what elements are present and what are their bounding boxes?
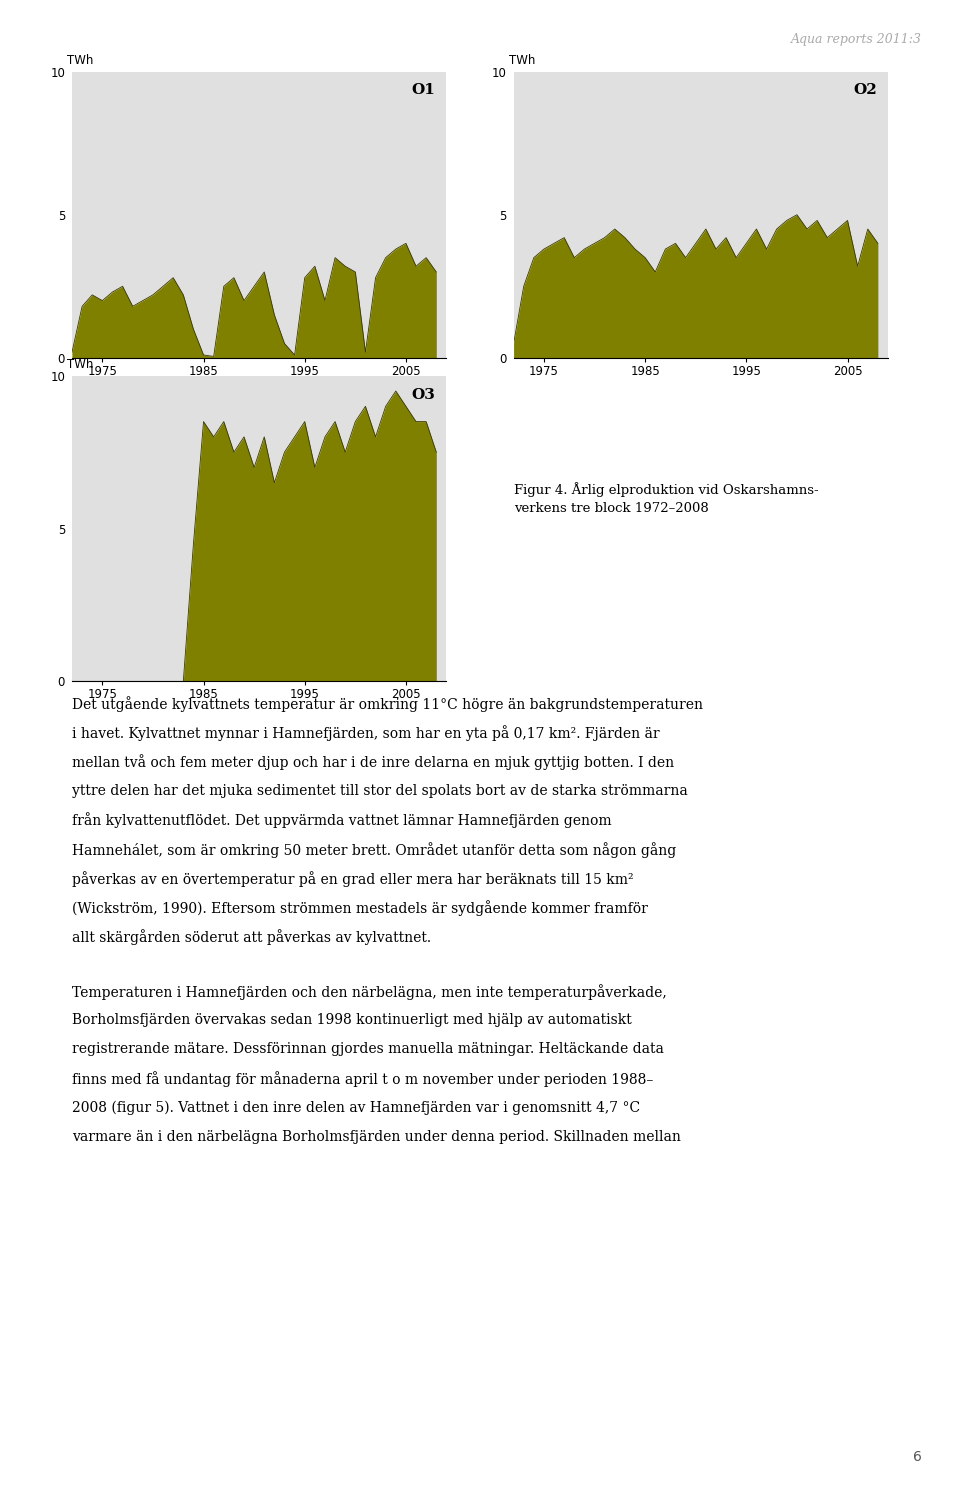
Text: i havet. Kylvattnet mynnar i Hamnefjärden, som har en yta på 0,17 km². Fjärden ä: i havet. Kylvattnet mynnar i Hamnefjärde… (72, 725, 660, 741)
Text: Borholmsfjärden övervakas sedan 1998 kontinuerligt med hjälp av automatiskt: Borholmsfjärden övervakas sedan 1998 kon… (72, 1014, 632, 1027)
Text: O3: O3 (411, 388, 435, 403)
Text: allt skärgården söderut att påverkas av kylvattnet.: allt skärgården söderut att påverkas av … (72, 929, 431, 945)
Text: från kylvattenutflödet. Det uppvärmda vattnet lämnar Hamnefjärden genom: från kylvattenutflödet. Det uppvärmda va… (72, 813, 612, 829)
Text: registrerande mätare. Dessförinnan gjordes manuella mätningar. Heltäckande data: registrerande mätare. Dessförinnan gjord… (72, 1042, 664, 1056)
Text: yttre delen har det mjuka sedimentet till stor del spolats bort av de starka str: yttre delen har det mjuka sedimentet til… (72, 784, 687, 798)
Text: 2008 (figur 5). Vattnet i den inre delen av Hamnefjärden var i genomsnitt 4,7 °C: 2008 (figur 5). Vattnet i den inre delen… (72, 1100, 640, 1115)
Text: TWh: TWh (67, 358, 93, 371)
Text: påverkas av en övertemperatur på en grad eller mera har beräknats till 15 km²: påverkas av en övertemperatur på en grad… (72, 871, 634, 887)
Text: (Wickström, 1990). Eftersom strömmen mestadels är sydgående kommer framför: (Wickström, 1990). Eftersom strömmen mes… (72, 901, 648, 915)
Text: TWh: TWh (509, 54, 535, 67)
Text: O2: O2 (853, 83, 876, 97)
Text: Hamnehálet, som är omkring 50 meter brett. Området utanför detta som någon gång: Hamnehálet, som är omkring 50 meter bret… (72, 841, 676, 857)
Text: Aqua reports 2011:3: Aqua reports 2011:3 (791, 33, 922, 46)
Text: Det utgående kylvattnets temperatur är omkring 11°C högre än bakgrundstemperatur: Det utgående kylvattnets temperatur är o… (72, 696, 703, 713)
Text: TWh: TWh (67, 54, 93, 67)
Text: mellan två och fem meter djup och har i de inre delarna en mjuk gyttjig botten. : mellan två och fem meter djup och har i … (72, 754, 674, 771)
Text: Temperaturen i Hamnefjärden och den närbelägna, men inte temperaturpåverkade,: Temperaturen i Hamnefjärden och den närb… (72, 984, 667, 1000)
Text: varmare än i den närbelägna Borholmsfjärden under denna period. Skillnaden mella: varmare än i den närbelägna Borholmsfjär… (72, 1130, 681, 1144)
Text: 6: 6 (913, 1451, 922, 1464)
Text: finns med få undantag för månaderna april t o m november under perioden 1988–: finns med få undantag för månaderna apri… (72, 1072, 654, 1087)
Text: O1: O1 (411, 83, 435, 97)
Text: Figur 4. Årlig elproduktion vid Oskarshamns-
verkens tre block 1972–2008: Figur 4. Årlig elproduktion vid Oskarsha… (514, 482, 818, 516)
